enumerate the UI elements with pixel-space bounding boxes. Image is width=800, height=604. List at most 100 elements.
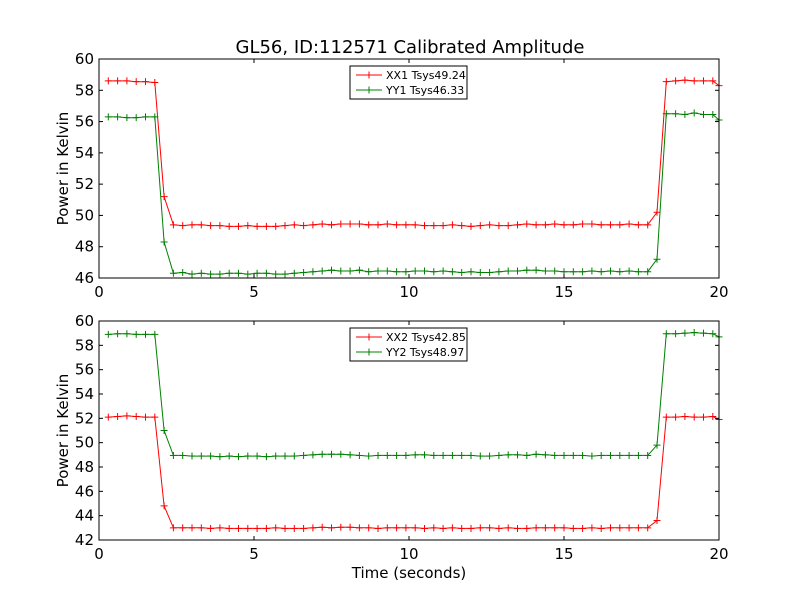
- data-point: [597, 451, 605, 459]
- data-point: [625, 267, 633, 275]
- data-point: [700, 111, 707, 119]
- data-point: [365, 524, 373, 532]
- x-tick-label: 0: [94, 283, 104, 301]
- data-point: [523, 524, 531, 532]
- data-point: [328, 221, 335, 229]
- data-point: [551, 267, 559, 275]
- data-point: [104, 413, 112, 421]
- x-tick-label: 20: [709, 545, 728, 563]
- data-point: [458, 269, 466, 277]
- y-tick-label: 58: [75, 336, 94, 354]
- data-point: [169, 524, 177, 532]
- data-point: [114, 330, 122, 338]
- data-point: [458, 222, 466, 230]
- data-point: [672, 330, 680, 338]
- data-point: [430, 222, 438, 230]
- data-point: [142, 78, 149, 86]
- data-point: [458, 451, 466, 459]
- data-point: [672, 413, 680, 421]
- data-point: [337, 267, 345, 275]
- data-point: [681, 329, 689, 337]
- data-point: [541, 524, 549, 532]
- data-point: [588, 267, 596, 275]
- legend-label-2: YY2 Tsys48.97: [385, 346, 464, 359]
- data-point: [579, 524, 587, 532]
- data-point: [244, 270, 252, 278]
- data-point: [235, 269, 242, 277]
- data-point: [290, 221, 298, 229]
- data-point: [709, 77, 717, 85]
- data-point: [160, 502, 168, 510]
- data-point: [346, 523, 354, 531]
- data-point: [207, 524, 215, 532]
- data-point: [300, 451, 308, 459]
- y-tick-label: 56: [75, 361, 94, 379]
- data-point: [374, 524, 382, 532]
- data-point: [439, 524, 447, 532]
- data-point: [421, 524, 428, 532]
- data-point: [467, 524, 475, 532]
- data-point: [151, 78, 159, 86]
- series-line-1: [108, 79, 720, 227]
- data-point: [123, 114, 131, 122]
- y-tick-label: 48: [75, 238, 94, 256]
- data-point: [318, 450, 326, 458]
- data-point: [421, 222, 428, 230]
- data-point: [355, 451, 363, 459]
- data-point: [616, 221, 624, 229]
- data-point: [160, 427, 168, 434]
- data-point: [560, 451, 568, 459]
- data-point: [216, 524, 224, 532]
- x-tick-label: 5: [249, 545, 259, 563]
- data-point: [486, 452, 494, 460]
- data-point: [597, 221, 605, 229]
- data-point: [290, 524, 298, 532]
- data-point: [309, 221, 317, 229]
- data-point: [253, 452, 261, 460]
- data-point: [300, 269, 308, 277]
- data-point: [448, 524, 456, 532]
- data-point: [709, 413, 717, 421]
- data-point: [225, 269, 233, 277]
- data-point: [114, 77, 122, 85]
- data-point: [402, 451, 410, 459]
- y-tick-label: 44: [75, 507, 94, 525]
- y-tick-label: 52: [75, 409, 94, 427]
- data-point: [207, 270, 215, 278]
- data-point: [634, 268, 642, 276]
- data-point: [476, 452, 484, 460]
- data-point: [365, 221, 373, 229]
- data-point: [318, 267, 326, 275]
- data-point: [179, 524, 187, 532]
- data-point: [383, 267, 391, 275]
- data-point: [262, 524, 270, 532]
- data-point: [607, 451, 614, 459]
- data-point: [188, 524, 196, 532]
- data-point: [616, 268, 624, 276]
- data-point: [207, 452, 215, 460]
- data-point: [514, 267, 521, 275]
- x-tick-label: 10: [399, 545, 418, 563]
- data-point: [541, 221, 549, 229]
- data-point: [634, 451, 642, 459]
- data-point: [179, 451, 187, 459]
- data-point: [551, 220, 559, 228]
- data-point: [272, 452, 280, 460]
- data-point: [634, 524, 642, 532]
- data-point: [439, 451, 447, 459]
- data-point: [504, 222, 512, 230]
- data-point: [402, 221, 410, 229]
- data-point: [272, 222, 280, 230]
- data-point: [393, 524, 401, 532]
- data-point: [114, 113, 122, 121]
- data-point: [290, 452, 298, 460]
- data-point: [448, 268, 456, 276]
- data-point: [253, 269, 261, 277]
- data-point: [281, 524, 289, 532]
- data-point: [411, 524, 419, 532]
- data-point: [142, 113, 149, 121]
- data-point: [551, 451, 559, 459]
- data-point: [281, 452, 289, 460]
- data-point: [560, 221, 568, 229]
- legend-marker-1: [365, 71, 373, 79]
